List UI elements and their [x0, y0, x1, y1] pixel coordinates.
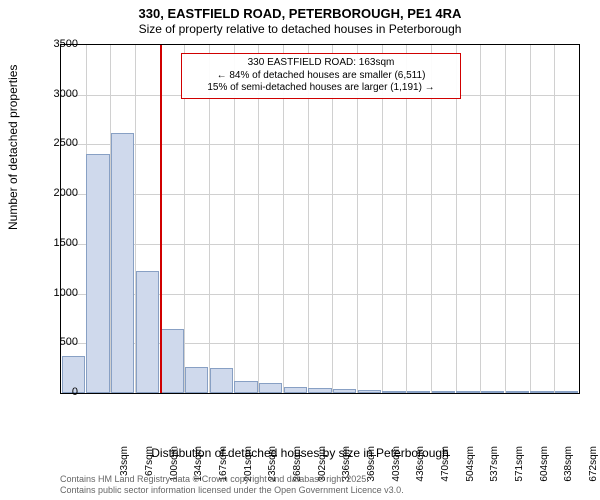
x-axis-label: Distribution of detached houses by size … [0, 446, 600, 460]
plot-area: 330 EASTFIELD ROAD: 163sqm← 84% of detac… [60, 44, 580, 394]
histogram-bar [111, 133, 134, 394]
gridline-h [61, 144, 579, 145]
footer-line-1: Contains HM Land Registry data © Crown c… [60, 474, 404, 485]
histogram-bar [136, 271, 159, 393]
gridline-h [61, 244, 579, 245]
histogram-bar [506, 391, 529, 393]
footer-attribution: Contains HM Land Registry data © Crown c… [60, 474, 404, 496]
gridline-v [530, 45, 531, 393]
y-tick-label: 2000 [42, 187, 78, 199]
histogram-bar [456, 391, 479, 393]
y-tick-label: 1000 [42, 287, 78, 299]
chart-subtitle: Size of property relative to detached ho… [0, 22, 600, 36]
annotation-line: 15% of semi-detached houses are larger (… [188, 82, 454, 95]
annotation-line: 330 EASTFIELD ROAD: 163sqm [188, 57, 454, 70]
histogram-bar [481, 391, 504, 393]
histogram-bar [210, 368, 233, 393]
gridline-v [505, 45, 506, 393]
y-tick-label: 500 [42, 336, 78, 348]
y-tick-label: 1500 [42, 237, 78, 249]
footer-line-2: Contains public sector information licen… [60, 485, 404, 496]
gridline-v [480, 45, 481, 393]
y-tick-label: 3000 [42, 88, 78, 100]
histogram-bar [259, 383, 282, 393]
annotation-box: 330 EASTFIELD ROAD: 163sqm← 84% of detac… [181, 53, 461, 99]
histogram-bar [308, 388, 331, 393]
chart-title: 330, EASTFIELD ROAD, PETERBOROUGH, PE1 4… [0, 6, 600, 21]
histogram-bar [432, 391, 455, 393]
histogram-bar [160, 329, 183, 393]
histogram-bar [333, 389, 356, 393]
histogram-bar [284, 387, 307, 393]
histogram-bar [530, 391, 553, 393]
y-axis-label: Number of detached properties [6, 65, 20, 230]
histogram-bar [407, 391, 430, 393]
histogram-bar [234, 381, 257, 393]
histogram-bar [358, 390, 381, 393]
histogram-bar [382, 391, 405, 393]
y-tick-label: 3500 [42, 38, 78, 50]
gridline-h [61, 194, 579, 195]
annotation-line: ← 84% of detached houses are smaller (6,… [188, 70, 454, 83]
y-tick-label: 2500 [42, 137, 78, 149]
chart-container: 330, EASTFIELD ROAD, PETERBOROUGH, PE1 4… [0, 0, 600, 500]
histogram-bar [555, 391, 578, 393]
gridline-v [554, 45, 555, 393]
y-tick-label: 0 [42, 386, 78, 398]
marker-line [160, 45, 162, 393]
histogram-bar [185, 367, 208, 393]
histogram-bar [86, 154, 109, 393]
